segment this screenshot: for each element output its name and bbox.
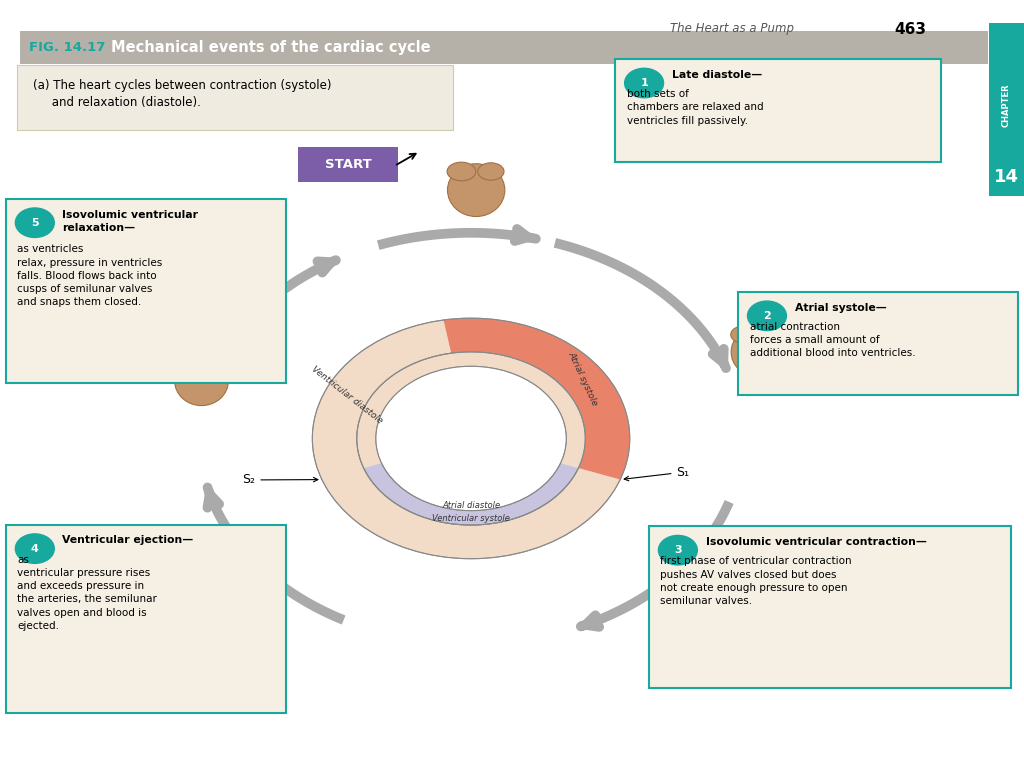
Ellipse shape bbox=[251, 587, 268, 616]
Circle shape bbox=[15, 208, 54, 237]
FancyBboxPatch shape bbox=[17, 65, 453, 130]
Text: Mechanical events of the cardiac cycle: Mechanical events of the cardiac cycle bbox=[111, 40, 430, 55]
Ellipse shape bbox=[760, 327, 784, 343]
Text: Ventricular diastole: Ventricular diastole bbox=[310, 364, 385, 425]
Text: 2: 2 bbox=[763, 311, 771, 320]
Text: Ventricular systole: Ventricular systole bbox=[432, 514, 510, 523]
Text: 1: 1 bbox=[640, 78, 648, 88]
Text: S₁: S₁ bbox=[625, 466, 689, 481]
Ellipse shape bbox=[174, 355, 201, 372]
Circle shape bbox=[377, 367, 565, 510]
Polygon shape bbox=[443, 318, 630, 480]
Ellipse shape bbox=[175, 356, 228, 406]
Ellipse shape bbox=[232, 574, 287, 624]
Ellipse shape bbox=[203, 355, 227, 372]
Text: and relaxation (diastole).: and relaxation (diastole). bbox=[33, 96, 201, 109]
Ellipse shape bbox=[669, 580, 696, 608]
Ellipse shape bbox=[478, 163, 504, 180]
Polygon shape bbox=[364, 463, 579, 525]
Text: Atrial diastole: Atrial diastole bbox=[442, 501, 500, 510]
Ellipse shape bbox=[684, 566, 709, 582]
Text: Isovolumic ventricular: Isovolumic ventricular bbox=[62, 210, 199, 220]
Text: 463: 463 bbox=[895, 22, 927, 36]
Polygon shape bbox=[356, 353, 455, 468]
FancyBboxPatch shape bbox=[989, 23, 1024, 196]
Text: Atrial systole—: Atrial systole— bbox=[795, 303, 887, 313]
FancyBboxPatch shape bbox=[615, 59, 941, 162]
Ellipse shape bbox=[731, 326, 758, 343]
Text: S₂: S₂ bbox=[243, 473, 317, 487]
Text: Isovolumic ventricular contraction—: Isovolumic ventricular contraction— bbox=[706, 537, 927, 547]
FancyBboxPatch shape bbox=[649, 526, 1011, 688]
Text: CHAPTER: CHAPTER bbox=[1001, 83, 1011, 126]
FancyBboxPatch shape bbox=[298, 147, 398, 182]
Text: relaxation—: relaxation— bbox=[62, 223, 135, 234]
FancyBboxPatch shape bbox=[20, 31, 988, 64]
Text: (a) The heart cycles between contraction (systole): (a) The heart cycles between contraction… bbox=[33, 79, 332, 92]
Text: atrial contraction
forces a small amount of
additional blood into ventricles.: atrial contraction forces a small amount… bbox=[750, 322, 915, 359]
Text: Atrial systole: Atrial systole bbox=[566, 351, 599, 407]
Text: as
ventricular pressure rises
and exceeds pressure in
the arteries, the semiluna: as ventricular pressure rises and exceed… bbox=[17, 555, 158, 631]
Circle shape bbox=[625, 68, 664, 98]
Text: The Heart as a Pump: The Heart as a Pump bbox=[670, 22, 794, 35]
Text: Ventricular ejection—: Ventricular ejection— bbox=[62, 535, 194, 546]
Text: 5: 5 bbox=[31, 218, 39, 227]
Ellipse shape bbox=[655, 565, 682, 582]
Text: START: START bbox=[325, 158, 372, 171]
Text: 4: 4 bbox=[31, 544, 39, 553]
Polygon shape bbox=[452, 352, 586, 468]
Text: both sets of
chambers are relaxed and
ventricles fill passively.: both sets of chambers are relaxed and ve… bbox=[627, 89, 763, 126]
Ellipse shape bbox=[232, 573, 259, 590]
Text: Late diastole—: Late diastole— bbox=[672, 70, 762, 80]
Ellipse shape bbox=[447, 162, 476, 181]
Text: as ventricles
relax, pressure in ventricles
falls. Blood flows back into
cusps o: as ventricles relax, pressure in ventric… bbox=[17, 244, 163, 307]
FancyBboxPatch shape bbox=[738, 292, 1018, 395]
Circle shape bbox=[658, 535, 697, 565]
Polygon shape bbox=[312, 320, 621, 559]
Text: FIG. 14.17: FIG. 14.17 bbox=[29, 41, 105, 54]
Ellipse shape bbox=[261, 573, 286, 590]
Ellipse shape bbox=[655, 566, 710, 616]
Ellipse shape bbox=[748, 341, 768, 369]
FancyBboxPatch shape bbox=[6, 525, 286, 713]
Circle shape bbox=[748, 301, 786, 331]
Ellipse shape bbox=[447, 164, 505, 217]
Text: first phase of ventricular contraction
pushes AV valves closed but does
not crea: first phase of ventricular contraction p… bbox=[660, 556, 852, 606]
Text: 14: 14 bbox=[993, 168, 1019, 186]
FancyBboxPatch shape bbox=[6, 199, 286, 383]
Polygon shape bbox=[364, 463, 579, 525]
Text: 3: 3 bbox=[674, 546, 682, 555]
Ellipse shape bbox=[731, 327, 785, 377]
Circle shape bbox=[15, 534, 54, 563]
